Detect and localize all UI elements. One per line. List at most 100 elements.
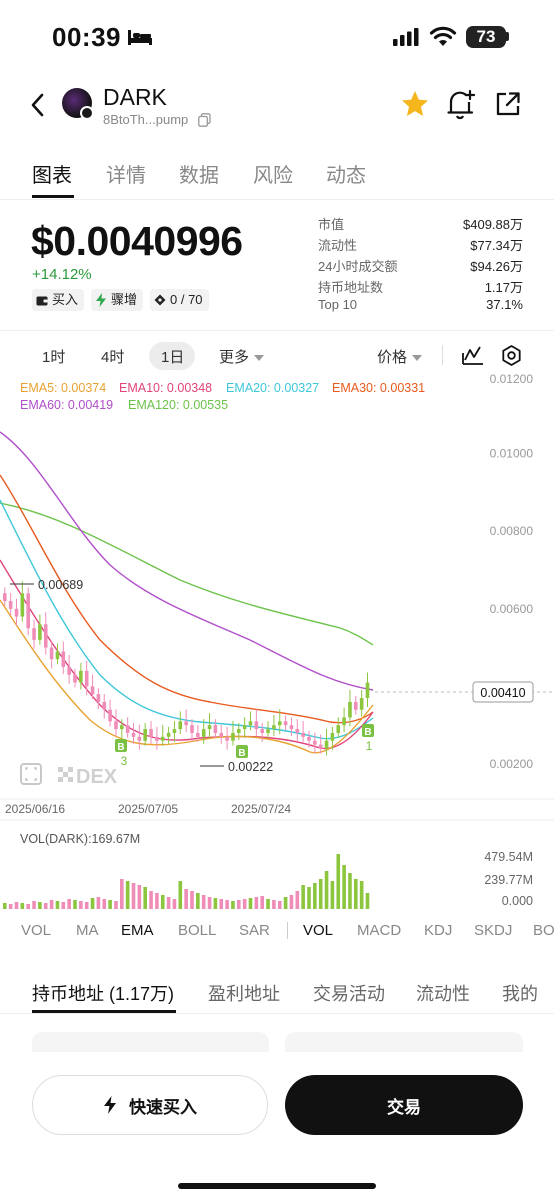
candle-body (61, 651, 66, 667)
interval-1h[interactable]: 1时 (42, 349, 66, 366)
buy-marker-count: 3 (121, 754, 128, 768)
copy-icon[interactable] (198, 113, 211, 127)
bottom-tabs-divider (0, 1013, 554, 1014)
stat-label-market-cap: 市值 (318, 217, 345, 232)
ind-tab-vol[interactable]: VOL (21, 922, 52, 939)
interval-1d[interactable]: 1日 (161, 349, 185, 366)
ind-tab-kdj[interactable]: KDJ (424, 922, 453, 939)
tab-profit-addresses[interactable]: 盈利地址 (208, 984, 280, 1004)
current-price-box (472, 681, 534, 703)
candle-body (260, 729, 264, 733)
candle-body (318, 744, 323, 749)
volume-bar (155, 893, 159, 909)
tabs-divider (0, 199, 554, 200)
candle-body (307, 736, 311, 741)
price-mode-dropdown[interactable]: 价格 (377, 346, 423, 367)
tab-liquidity[interactable]: 流动性 (416, 984, 470, 1004)
volume-bar (102, 899, 107, 909)
tab-holders[interactable]: 持币地址 (1.17万) (32, 984, 175, 1004)
indicator-settings-icon[interactable] (462, 345, 484, 365)
interval-more-dropdown[interactable]: 更多 (219, 346, 265, 367)
volume-bar (131, 883, 136, 909)
candle-body (8, 601, 13, 609)
price-chart[interactable]: EMA5: 0.00374 EMA10: 0.00348 EMA20: 0.0032… (0, 374, 554, 914)
candle-body (137, 736, 142, 741)
volume-bar (213, 898, 218, 909)
trade-button[interactable]: 交易 (285, 1075, 523, 1135)
x-axis-tick-label: 2025/07/24 (231, 802, 291, 816)
chart-settings-gear-icon[interactable] (501, 345, 522, 366)
buy-marker-text: B (364, 727, 371, 738)
volume-bar (149, 891, 153, 909)
volume-bar (79, 901, 83, 909)
sleep-mode-icon (128, 30, 152, 45)
stat-label-volume-24h: 24小时成交额 (318, 259, 398, 274)
candle-body (149, 729, 153, 737)
ema-legend-item: EMA5: 0.00374 (20, 381, 106, 395)
candle-body (242, 725, 247, 730)
tab-trade-activity[interactable]: 交易活动 (313, 984, 385, 1004)
candle-body (254, 721, 259, 730)
volume-bar (260, 896, 264, 909)
tab-chart[interactable]: 图表 (32, 165, 72, 187)
chain-badge-icon (80, 106, 94, 120)
price-alert-bell-icon[interactable] (446, 88, 476, 120)
tab-data[interactable]: 数据 (179, 165, 219, 187)
quick-buy-button[interactable]: 快速买入 (32, 1075, 268, 1135)
ind-tab-ema[interactable]: EMA (121, 922, 154, 939)
holders-ratio-chip[interactable]: 0 / 70 (150, 289, 209, 311)
candle-body (38, 624, 42, 640)
volume-bar (178, 881, 183, 909)
volume-bar (289, 895, 294, 909)
candle-body (272, 725, 276, 730)
volume-bar (114, 901, 118, 909)
volume-bar (84, 902, 89, 909)
candle-body (32, 628, 36, 640)
candle-body (225, 736, 229, 741)
buy-chip[interactable]: 买入 (32, 289, 85, 311)
ind-tab-ma[interactable]: MA (76, 922, 99, 939)
current-price: $0.0040996 (31, 218, 243, 264)
candle-body (96, 694, 101, 702)
tab-risk[interactable]: 风险 (253, 165, 293, 187)
ind-tab-macd[interactable]: MACD (357, 922, 402, 939)
surge-chip[interactable]: 骤增 (91, 289, 144, 311)
volume-bar (266, 899, 270, 909)
favorite-star-icon[interactable] (400, 89, 430, 119)
interval-4h[interactable]: 4时 (101, 349, 125, 366)
y-axis-tick-label: 0.01200 (490, 374, 534, 386)
back-arrow-icon[interactable] (28, 92, 48, 118)
tab-activity[interactable]: 动态 (326, 165, 366, 187)
volume-bar (61, 902, 66, 909)
ind-tab-vol-sub[interactable]: VOL (303, 922, 334, 939)
interval-active-pill (149, 342, 195, 370)
volume-bar (237, 900, 241, 909)
candle-body (201, 729, 206, 737)
home-indicator (178, 1183, 376, 1189)
candle-body (359, 698, 364, 710)
volume-bar (3, 903, 7, 909)
svg-text:DEX: DEX (76, 766, 118, 788)
price-mode-label: 价格 (377, 349, 408, 366)
tab-details[interactable]: 详情 (106, 165, 146, 187)
ind-tab-sar[interactable]: SAR (239, 922, 270, 939)
battery-tip (506, 32, 509, 41)
volume-bar (342, 865, 346, 909)
candle-body (330, 732, 335, 741)
volume-bar (108, 900, 112, 909)
volume-bar (242, 899, 247, 909)
candle-body (184, 721, 188, 726)
ind-tab-skdj[interactable]: SKDJ (474, 922, 513, 939)
volume-bar (160, 895, 165, 909)
ind-tab-bo[interactable]: BO (533, 922, 554, 939)
stat-value-volume-24h: $94.26万 (470, 259, 523, 274)
candle-body (114, 721, 118, 730)
diamond-icon (154, 294, 166, 306)
ema-line (0, 431, 374, 691)
tab-mine[interactable]: 我的 (502, 984, 538, 1004)
share-external-icon[interactable] (495, 91, 521, 117)
ind-tab-boll[interactable]: BOLL (178, 922, 217, 939)
volume-bar (196, 893, 200, 909)
buy-marker-badge (236, 745, 248, 758)
candle-body (3, 593, 7, 602)
